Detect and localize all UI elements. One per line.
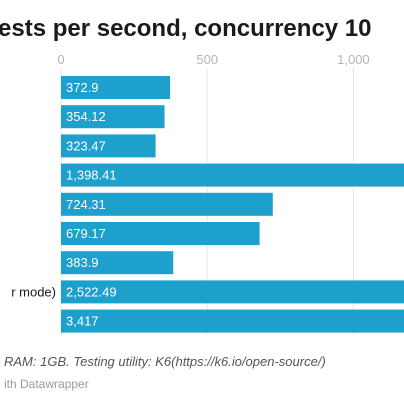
data-label: 354.12 xyxy=(66,109,106,124)
data-label: 679.17 xyxy=(66,226,106,241)
category-labels: r mode) xyxy=(11,284,56,299)
data-label: 2,522.49 xyxy=(66,284,117,299)
bar xyxy=(61,309,404,333)
x-tick-label: 1,000 xyxy=(337,52,370,67)
bars xyxy=(61,76,404,333)
data-label: 3,417 xyxy=(66,314,99,329)
chart-notes: RAM: 1GB. Testing utility: K6(https://k6… xyxy=(4,354,326,369)
chart-title: ests per second, concurrency 10 xyxy=(0,15,372,42)
data-label: 383.9 xyxy=(66,255,99,270)
value-labels: 372.9 354.12 323.47 1,398.41 724.31 679.17 383… xyxy=(66,80,117,329)
x-tick-label: 500 xyxy=(196,52,218,67)
bar xyxy=(61,163,404,187)
category-label: r mode) xyxy=(11,284,56,299)
bar xyxy=(61,192,273,216)
bar xyxy=(61,134,156,158)
chart-credit: ith Datawrapper xyxy=(4,377,89,391)
bar xyxy=(61,280,404,304)
data-label: 724.31 xyxy=(66,197,106,212)
bar xyxy=(61,76,171,99)
bar xyxy=(61,251,174,275)
bar xyxy=(61,105,165,129)
x-tick-label: 0 xyxy=(57,52,64,67)
data-label: 372.9 xyxy=(66,80,99,95)
bar xyxy=(61,222,260,245)
data-label: 1,398.41 xyxy=(66,168,117,183)
data-label: 323.47 xyxy=(66,138,106,153)
